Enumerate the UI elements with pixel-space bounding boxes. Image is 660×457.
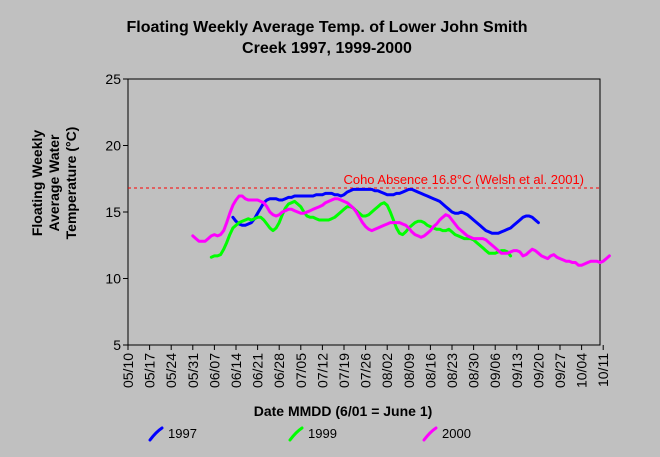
y-axis-label-line-1: Floating Weekly (29, 130, 45, 237)
legend-label-2000: 2000 (442, 426, 471, 441)
y-axis-label-line-2: Average Water (46, 134, 62, 232)
x-tick-label: 05/31 (185, 353, 201, 388)
plot-area (127, 78, 601, 346)
y-tick-label: 10 (105, 271, 121, 287)
x-tick-label: 05/24 (163, 353, 179, 388)
series-group (191, 187, 611, 267)
y-tick-label: 20 (105, 138, 121, 154)
y-tick-label: 25 (105, 71, 121, 87)
legend-swatch-1999 (288, 426, 304, 442)
x-tick-label: 07/19 (336, 353, 352, 388)
x-tick-label: 06/21 (250, 353, 266, 388)
y-tick-label: 15 (105, 204, 121, 220)
x-tick-label: 07/26 (358, 353, 374, 388)
x-tick-label: 09/27 (552, 353, 568, 388)
legend-swatch-1997 (148, 426, 164, 442)
x-tick-label: 08/23 (444, 353, 460, 388)
x-axis: 05/10 05/17 05/24 05/31 06/07 06/14 06/21 06/28… (120, 345, 611, 388)
chart-title-line-2: Creek 1997, 1999-2000 (242, 40, 412, 57)
x-tick-label: 05/10 (120, 353, 136, 388)
x-tick-label: 06/07 (206, 353, 222, 388)
x-tick-label: 06/28 (271, 353, 287, 388)
legend-label-1997: 1997 (168, 426, 197, 441)
series-line-1999 (209, 199, 513, 259)
y-axis: 5 10 15 20 25 (105, 71, 128, 353)
reference-line-label: Coho Absence 16.8°C (Welsh et al. 2001) (343, 172, 584, 187)
series-line-1997 (231, 187, 540, 235)
x-tick-label: 10/11 (595, 353, 611, 387)
x-tick-label: 08/16 (422, 353, 438, 388)
y-tick-label: 5 (113, 337, 121, 353)
series-line-2000 (191, 194, 611, 267)
x-tick-label: 08/30 (466, 353, 482, 388)
x-tick-label: 08/09 (401, 353, 417, 388)
legend-label-1999: 1999 (308, 426, 337, 441)
x-tick-label: 08/02 (379, 353, 395, 388)
x-tick-label: 05/17 (142, 353, 158, 388)
x-tick-label: 06/14 (228, 353, 244, 388)
legend: 1997 1999 2000 (148, 426, 471, 442)
x-tick-label: 09/06 (487, 353, 503, 388)
x-tick-label: 07/05 (293, 353, 309, 388)
x-tick-label: 10/04 (574, 353, 590, 388)
legend-swatch-2000 (422, 426, 438, 442)
x-tick-label: 09/13 (509, 353, 525, 388)
x-tick-label: 09/20 (530, 353, 546, 388)
x-axis-label: Date MMDD (6/01 = June 1) (254, 403, 433, 419)
y-axis-label-line-3: Temperature (°C) (63, 127, 79, 240)
chart-title-line-1: Floating Weekly Average Temp. of Lower J… (127, 19, 528, 36)
x-tick-label: 07/12 (314, 353, 330, 388)
